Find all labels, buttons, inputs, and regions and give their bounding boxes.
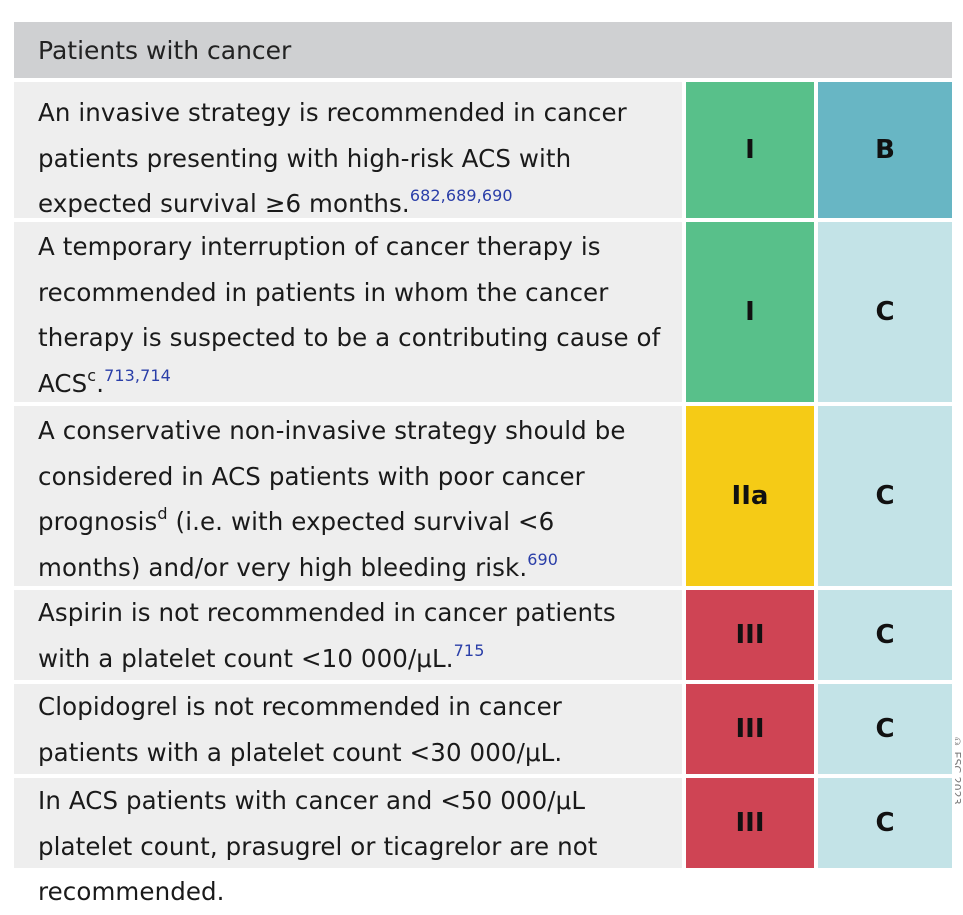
- level-label: B: [875, 135, 895, 165]
- level-label: C: [875, 297, 895, 327]
- class-label: III: [735, 714, 765, 744]
- reference-numbers: 713,714: [104, 365, 171, 385]
- recommendation-text: Clopidogrel is not recommended in cancer…: [38, 692, 563, 767]
- class-of-recommendation: I: [686, 222, 814, 402]
- class-label: III: [735, 808, 765, 838]
- recommendation-row: A temporary interruption of cancer thera…: [14, 222, 952, 402]
- level-label: C: [875, 808, 895, 838]
- class-of-recommendation: III: [686, 778, 814, 868]
- recommendation-text: An invasive strategy is recommended in c…: [38, 98, 627, 218]
- recommendation-text: A temporary interruption of cancer thera…: [38, 232, 661, 398]
- recommendation-text-continued: (i.e. with expected survival <6 months) …: [38, 507, 555, 582]
- recommendation-row: In ACS patients with cancer and <50 000/…: [14, 778, 952, 906]
- footnote-marker: c: [87, 365, 97, 385]
- reference-numbers: 690: [527, 549, 559, 569]
- class-label: III: [735, 620, 765, 650]
- recommendation-text-cell: Aspirin is not recommended in cancer pat…: [14, 590, 682, 680]
- level-label: C: [875, 620, 895, 650]
- reference-numbers: 715: [453, 640, 485, 660]
- footnote-marker: d: [157, 504, 168, 523]
- recommendation-text: Aspirin is not recommended in cancer pat…: [38, 598, 616, 673]
- copyright-watermark: © ESC 2023: [955, 735, 963, 805]
- recommendation-row: An invasive strategy is recommended in c…: [14, 82, 952, 218]
- recommendation-text-cell: A conservative non-invasive strategy sho…: [14, 406, 682, 586]
- recommendation-text-cell: In ACS patients with cancer and <50 000/…: [14, 778, 682, 906]
- recommendation-text-cell: An invasive strategy is recommended in c…: [14, 82, 682, 218]
- level-of-evidence: C: [818, 684, 952, 774]
- class-of-recommendation: III: [686, 590, 814, 680]
- section-title: Patients with cancer: [38, 35, 292, 65]
- level-of-evidence: C: [818, 406, 952, 586]
- reference-numbers: 682,689,690: [409, 186, 513, 205]
- level-of-evidence: C: [818, 590, 952, 680]
- recommendation-text: A conservative non-invasive strategy sho…: [38, 416, 626, 536]
- class-label: IIa: [731, 481, 769, 511]
- recommendation-text: In ACS patients with cancer and <50 000/…: [38, 786, 598, 906]
- recommendation-row: Clopidogrel is not recommended in cancer…: [14, 684, 952, 774]
- recommendation-text-cell: Clopidogrel is not recommended in cancer…: [14, 684, 682, 774]
- level-of-evidence: C: [818, 222, 952, 402]
- class-label: I: [745, 135, 755, 165]
- text-end: .: [96, 368, 105, 398]
- level-label: C: [875, 714, 895, 744]
- recommendation-text-cell: A temporary interruption of cancer thera…: [14, 222, 682, 402]
- level-label: C: [875, 481, 895, 511]
- recommendation-row: Aspirin is not recommended in cancer pat…: [14, 590, 952, 680]
- class-of-recommendation: III: [686, 684, 814, 774]
- class-of-recommendation: I: [686, 82, 814, 218]
- level-of-evidence: B: [818, 82, 952, 218]
- section-header: Patients with cancer: [14, 22, 952, 78]
- class-label: I: [745, 297, 755, 327]
- level-of-evidence: C: [818, 778, 952, 868]
- class-of-recommendation: IIa: [686, 406, 814, 586]
- recommendation-row: A conservative non-invasive strategy sho…: [14, 406, 952, 586]
